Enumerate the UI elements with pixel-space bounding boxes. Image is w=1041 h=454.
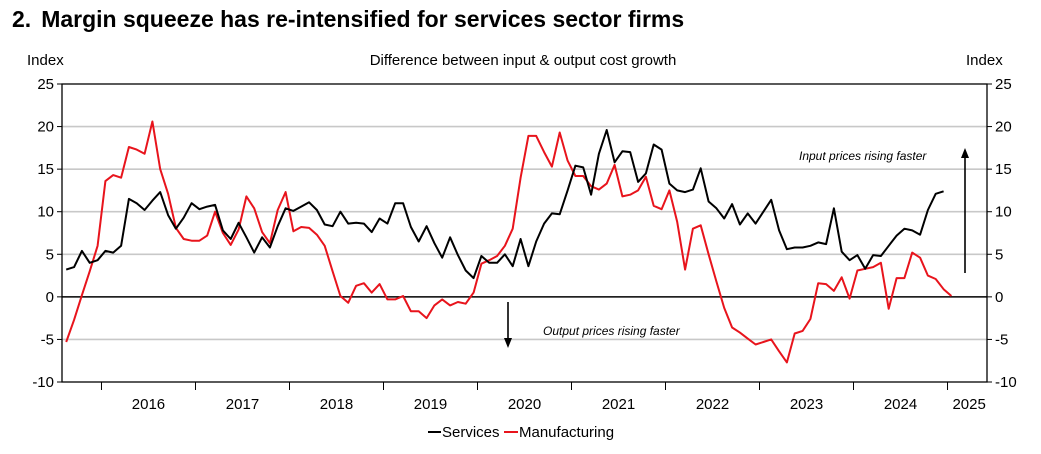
right-tick-label: -10 <box>995 374 1017 391</box>
x-tick-label: 2019 <box>414 396 447 413</box>
left-tick-label: -5 <box>41 331 54 348</box>
series-lines <box>65 120 953 364</box>
chart-heading-text: Margin squeeze has re-intensified for se… <box>41 6 685 32</box>
series-line-manufacturing <box>65 120 953 364</box>
left-tick-label: 0 <box>46 289 54 306</box>
left-tick-label: -10 <box>32 374 54 391</box>
series-line-services <box>65 129 944 280</box>
x-tick-label: 2024 <box>884 396 917 413</box>
x-tick-label: 2016 <box>132 396 165 413</box>
right-tick-label: 10 <box>995 204 1012 221</box>
x-axis-ticks: 2016 2017 2018 2019 2020 2021 2022 2023 2024 2025 <box>100 382 986 413</box>
x-tick-label: 2017 <box>226 396 259 413</box>
right-axis-label: Index <box>966 52 1003 69</box>
chart-heading: 2. Margin squeeze has re-intensified for … <box>12 6 684 33</box>
left-tick-label: 5 <box>46 246 54 263</box>
right-tick-label: 5 <box>995 246 1003 263</box>
x-tick-label: 2018 <box>320 396 353 413</box>
right-tick-label: 0 <box>995 289 1003 306</box>
left-tick-label: 10 <box>37 204 54 221</box>
legend: Services Manufacturing <box>428 424 614 441</box>
x-tick-label: 2020 <box>508 396 541 413</box>
left-tick-label: 15 <box>37 161 54 178</box>
left-axis-ticks: -10 -5 0 5 10 15 20 25 <box>32 76 62 391</box>
arrow-up-head <box>961 148 969 158</box>
legend-label-services: Services <box>442 424 500 441</box>
right-tick-label: 15 <box>995 161 1012 178</box>
annotation-input-faster: Input prices rising faster <box>799 149 927 163</box>
x-tick-label: 2022 <box>696 396 729 413</box>
left-tick-label: 25 <box>37 76 54 93</box>
arrow-down-head <box>504 338 512 348</box>
legend-label-manufacturing: Manufacturing <box>519 424 614 441</box>
right-tick-label: -5 <box>995 331 1008 348</box>
annotation-output-faster: Output prices rising faster <box>543 324 681 338</box>
right-tick-label: 25 <box>995 76 1012 93</box>
x-tick-label: 2023 <box>790 396 823 413</box>
x-tick-label: 2021 <box>602 396 635 413</box>
right-tick-label: 20 <box>995 119 1012 136</box>
plot-frame <box>61 83 988 383</box>
chart-subtitle: Difference between input & output cost g… <box>370 52 677 69</box>
left-tick-label: 20 <box>37 119 54 136</box>
right-axis-ticks: -10 -5 0 5 10 15 20 25 <box>987 76 1017 391</box>
chart-number: 2. <box>12 6 32 32</box>
left-axis-label: Index <box>27 52 64 69</box>
x-tick-label: 2025 <box>952 396 985 413</box>
